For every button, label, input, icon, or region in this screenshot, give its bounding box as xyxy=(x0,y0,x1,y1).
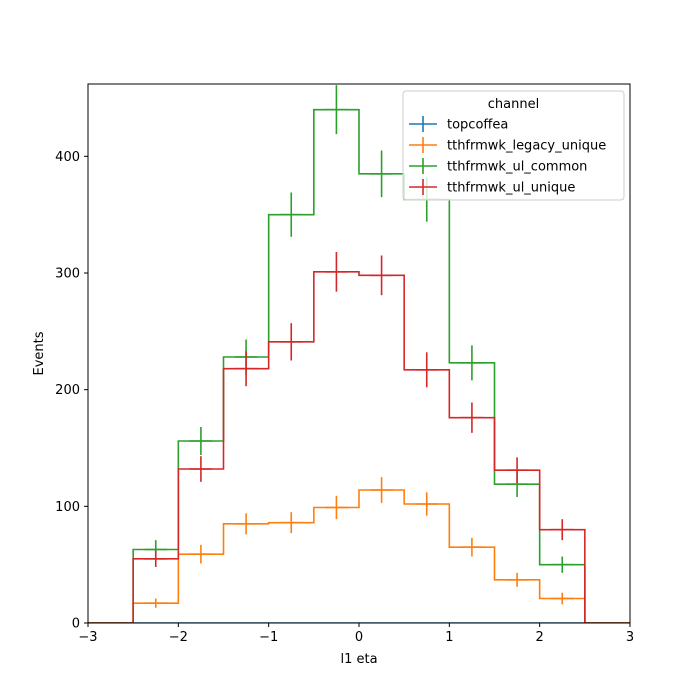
step-line-tthfrmwk_legacy_unique xyxy=(88,489,630,623)
errorbar-tthfrmwk_ul_common-6 xyxy=(370,150,393,198)
y-tick-label: 0 xyxy=(72,617,80,632)
legend-entry: tthfrmwk_legacy_unique xyxy=(409,137,606,154)
errorbar-tthfrmwk_ul_unique-6 xyxy=(370,255,393,296)
errorbar-tthfrmwk_ul_common-8 xyxy=(460,345,484,381)
errorbar-tthfrmwk_legacy_unique-10 xyxy=(550,592,574,605)
step-line-tthfrmwk_ul_unique xyxy=(88,271,630,623)
legend-entry: topcoffea xyxy=(409,116,508,133)
errorbar-tthfrmwk_legacy_unique-1 xyxy=(144,598,168,608)
ticks-layer: −3 −2 −1 0 1 2 3 0 100 200 300 400 xyxy=(55,150,634,645)
legend-title: channel xyxy=(488,97,539,112)
errorbar-tthfrmwk_ul_common-4 xyxy=(279,192,303,237)
legend-label: topcoffea xyxy=(447,118,508,133)
legend: channel topcoffeatthfrmwk_legacy_uniquet… xyxy=(402,90,625,201)
x-tick-label: 1 xyxy=(445,630,453,645)
legend-entry: tthfrmwk_ul_unique xyxy=(409,179,575,196)
x-axis-label: l1 eta xyxy=(340,652,377,667)
errorbar-tthfrmwk_ul_common-5 xyxy=(325,85,348,135)
errorbar-tthfrmwk_legacy_unique-5 xyxy=(325,495,348,520)
series-tthfrmwk_ul_unique xyxy=(88,252,630,623)
errorbar-tthfrmwk_legacy_unique-6 xyxy=(370,477,393,503)
legend-entry: tthfrmwk_ul_common xyxy=(409,158,587,175)
errorbar-tthfrmwk_ul_unique-4 xyxy=(279,323,303,361)
x-tick-label: 3 xyxy=(626,630,634,645)
y-tick-label: 300 xyxy=(55,267,80,282)
legend-box xyxy=(402,90,625,201)
x-tick-label: −2 xyxy=(169,630,188,645)
x-tick-label: 2 xyxy=(536,630,544,645)
errorbar-tthfrmwk_ul_unique-2 xyxy=(189,456,213,482)
x-tick-label: −1 xyxy=(259,630,278,645)
errorbar-tthfrmwk_ul_unique-10 xyxy=(550,519,574,541)
errorbar-tthfrmwk_ul_unique-5 xyxy=(325,252,348,292)
series-layer xyxy=(88,85,630,623)
errorbar-tthfrmwk_ul_unique-8 xyxy=(460,402,484,433)
y-axis-label: Events xyxy=(32,331,47,375)
y-tick-label: 100 xyxy=(55,500,80,515)
series-tthfrmwk_legacy_unique xyxy=(88,477,630,623)
errorbar-tthfrmwk_legacy_unique-7 xyxy=(415,492,439,516)
errorbar-tthfrmwk_ul_common-10 xyxy=(550,556,574,573)
errorbar-tthfrmwk_legacy_unique-8 xyxy=(460,537,484,557)
y-tick-label: 400 xyxy=(55,150,80,165)
errorbar-tthfrmwk_legacy_unique-3 xyxy=(234,513,258,535)
errorbar-tthfrmwk_ul_common-2 xyxy=(189,427,213,455)
errorbar-tthfrmwk_ul_unique-9 xyxy=(505,457,529,483)
errorbar-tthfrmwk_ul_unique-7 xyxy=(415,352,439,388)
errorbar-tthfrmwk_ul_unique-1 xyxy=(144,550,168,567)
y-tick-label: 200 xyxy=(55,383,80,398)
errorbar-tthfrmwk_legacy_unique-2 xyxy=(189,544,213,564)
errorbar-tthfrmwk_ul_unique-3 xyxy=(234,351,258,387)
errorbar-tthfrmwk_legacy_unique-4 xyxy=(279,512,303,534)
x-tick-label: 0 xyxy=(355,630,363,645)
legend-label: tthfrmwk_ul_unique xyxy=(447,181,575,196)
legend-entries: topcoffea tthfrmwk_legacy_unique tthfrmwk_… xyxy=(409,116,606,196)
x-tick-label: −3 xyxy=(78,630,97,645)
errorbar-tthfrmwk_legacy_unique-9 xyxy=(505,572,529,587)
legend-label: tthfrmwk_ul_common xyxy=(447,160,587,175)
legend-label: tthfrmwk_legacy_unique xyxy=(447,139,606,154)
